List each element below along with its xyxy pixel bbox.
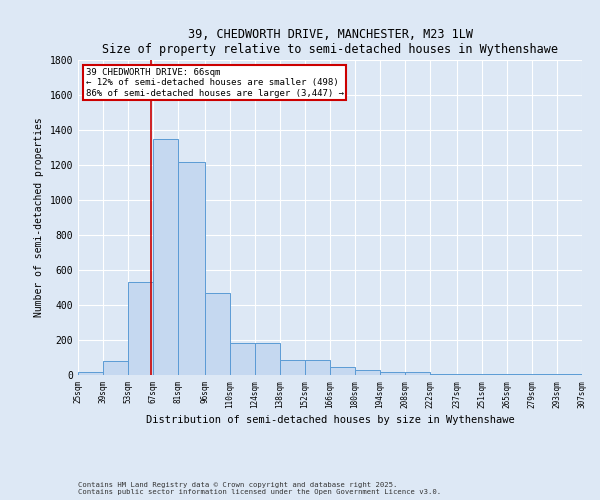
Bar [103,361,128,375]
Bar [507,374,532,375]
Bar [305,360,330,375]
Bar [355,370,380,375]
Bar [557,374,582,375]
Bar [153,138,178,375]
Bar [430,374,457,375]
Bar [457,374,482,375]
Bar [330,367,355,375]
Bar [178,162,205,375]
Text: 39 CHEDWORTH DRIVE: 66sqm
← 12% of semi-detached houses are smaller (498)
86% of: 39 CHEDWORTH DRIVE: 66sqm ← 12% of semi-… [86,68,344,98]
Y-axis label: Number of semi-detached properties: Number of semi-detached properties [34,118,44,318]
Bar [230,342,255,375]
Bar [205,292,230,375]
Bar [255,342,280,375]
Text: Contains HM Land Registry data © Crown copyright and database right 2025.
Contai: Contains HM Land Registry data © Crown c… [78,482,441,495]
Bar [405,372,430,375]
Bar [280,360,305,375]
Title: 39, CHEDWORTH DRIVE, MANCHESTER, M23 1LW
Size of property relative to semi-detac: 39, CHEDWORTH DRIVE, MANCHESTER, M23 1LW… [102,28,558,56]
X-axis label: Distribution of semi-detached houses by size in Wythenshawe: Distribution of semi-detached houses by … [146,414,514,424]
Bar [78,372,103,375]
Bar [532,374,557,375]
Bar [380,372,405,375]
Bar [482,374,507,375]
Bar [128,282,153,375]
